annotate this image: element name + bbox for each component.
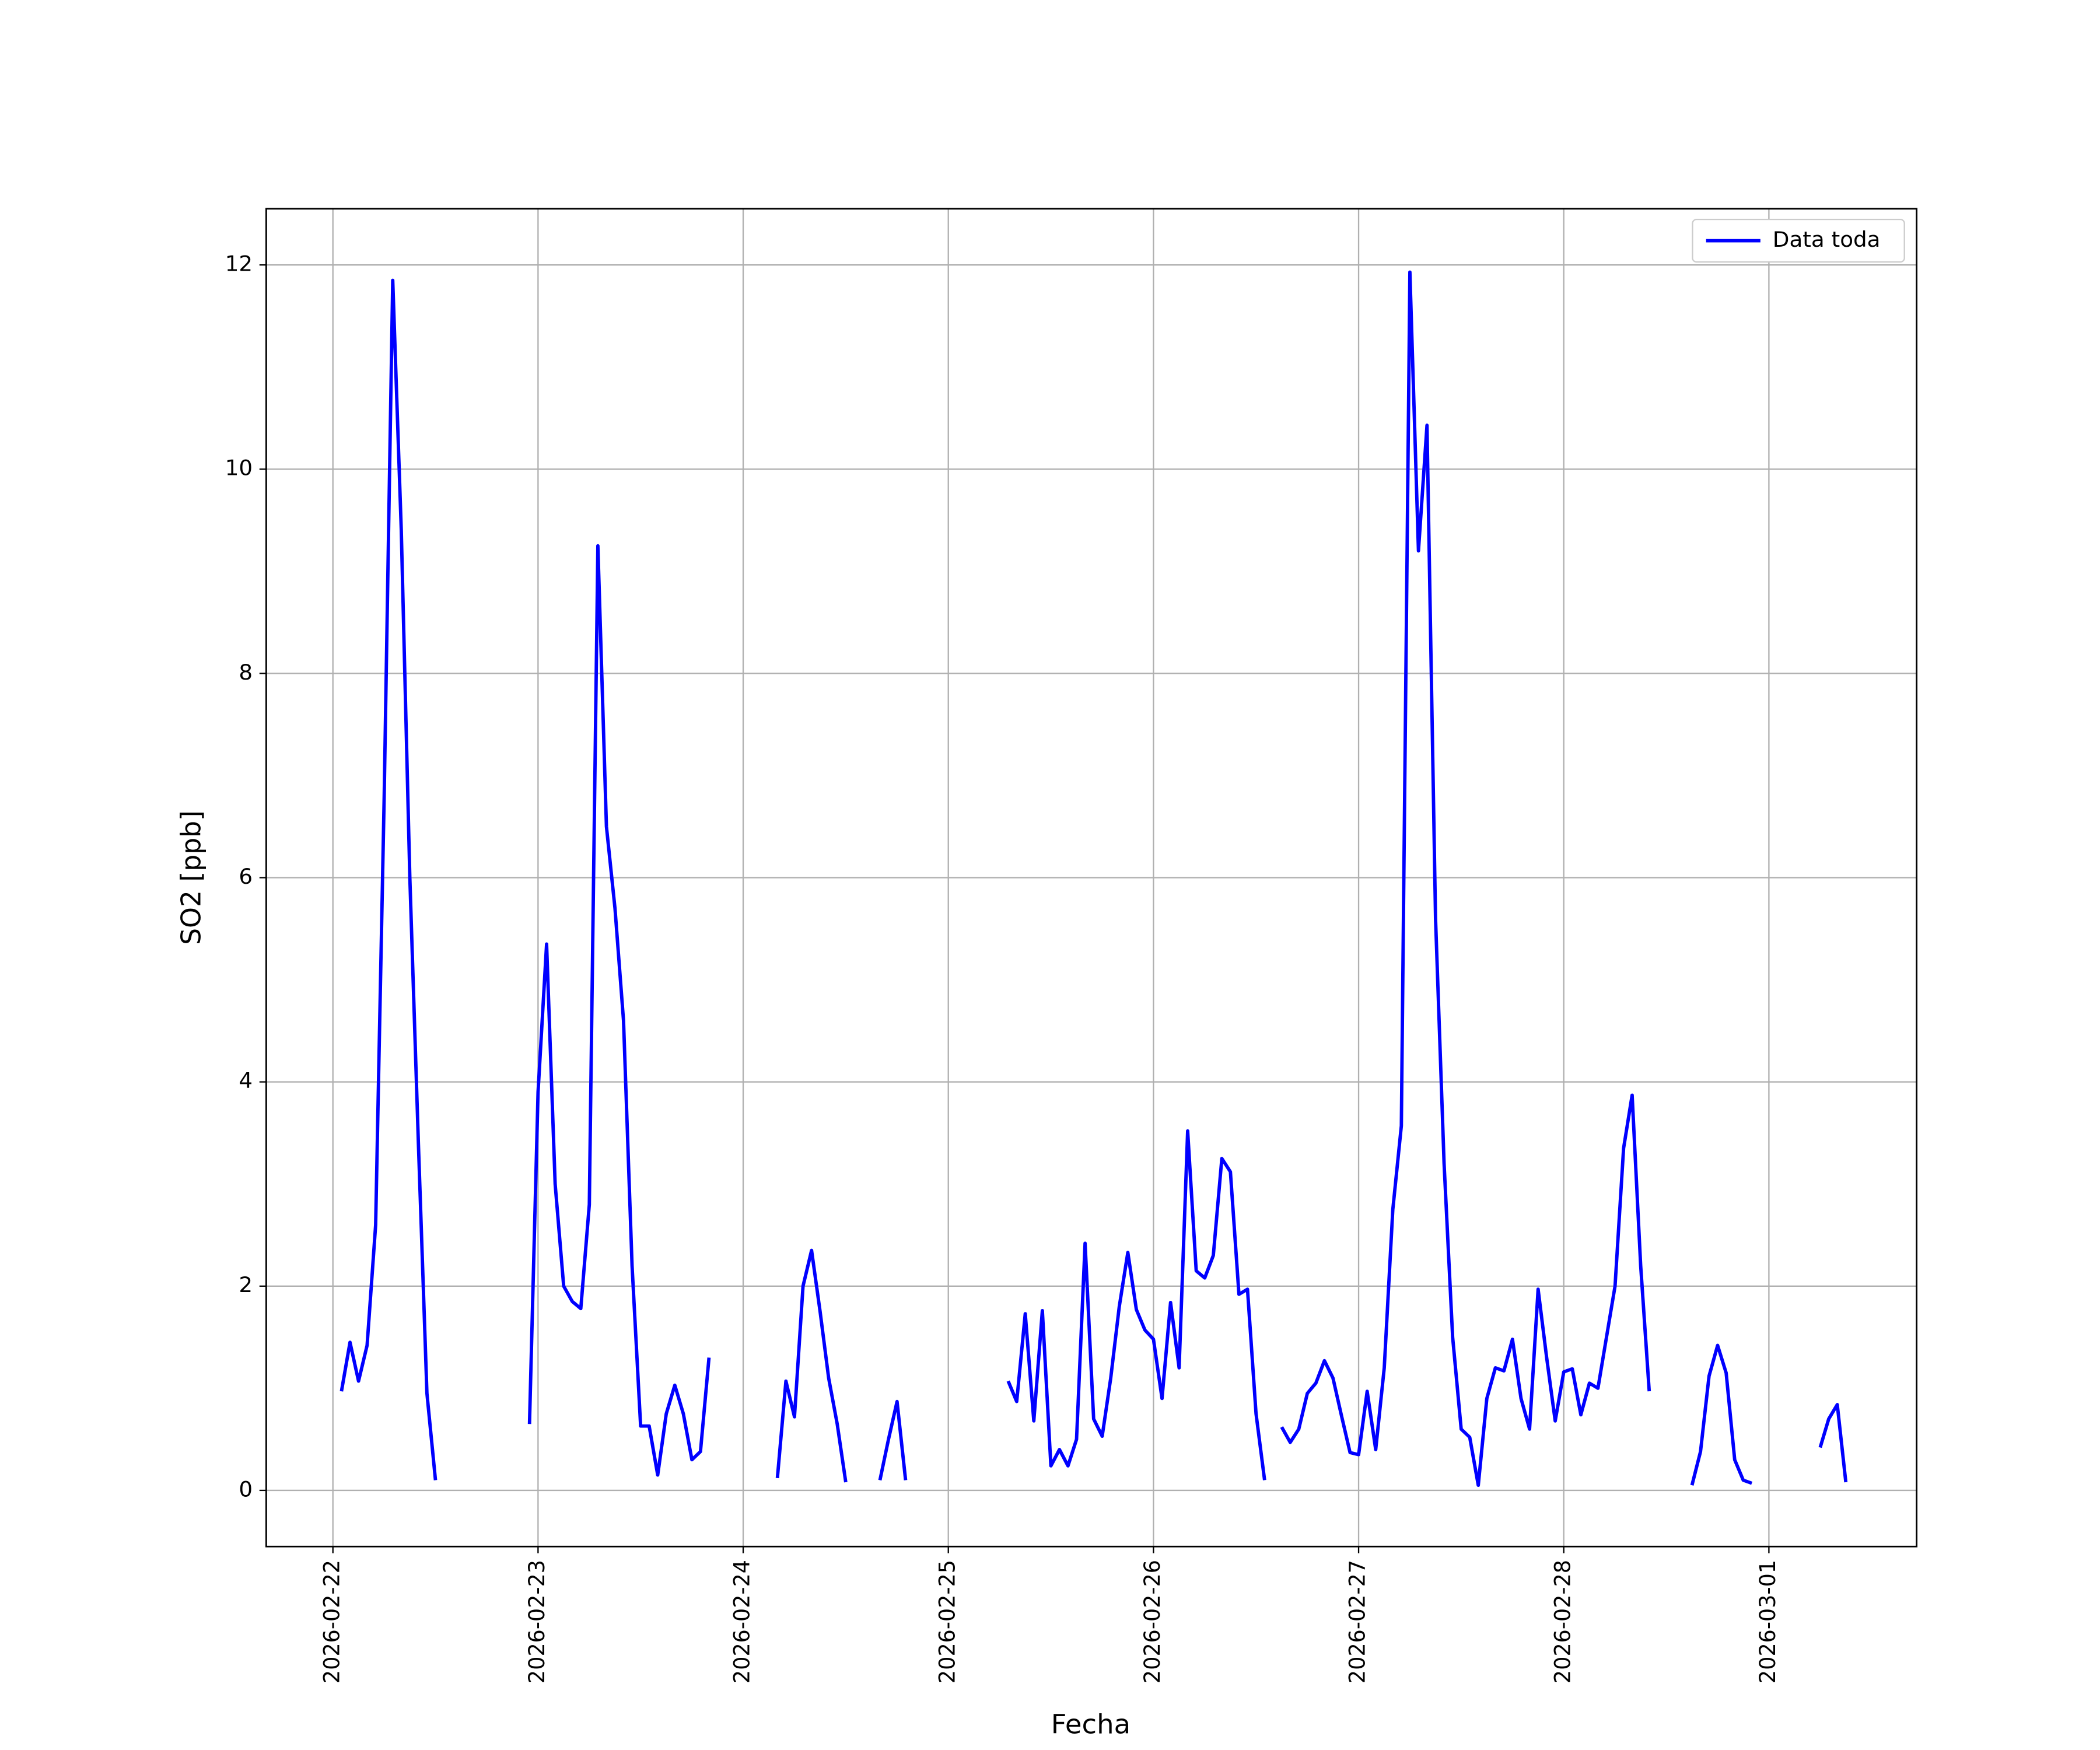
- x-tick-label: 2026-02-22: [319, 1560, 344, 1684]
- x-tick-label: 2026-03-01: [1755, 1560, 1780, 1684]
- y-tick-label: 10: [225, 456, 253, 481]
- y-tick-label: 8: [239, 660, 253, 685]
- y-axis-label: SO2 [ppb]: [175, 810, 207, 945]
- legend: Data toda: [1692, 219, 1905, 263]
- y-tick-label: 0: [239, 1477, 253, 1502]
- x-tick-label: 2026-02-24: [729, 1560, 754, 1684]
- y-tick-label: 12: [225, 251, 253, 276]
- x-tick-label: 2026-02-26: [1140, 1560, 1165, 1684]
- plot-frame: [265, 208, 1918, 1548]
- legend-box: [1692, 219, 1905, 263]
- x-tick-label: 2026-02-28: [1550, 1560, 1575, 1684]
- x-tick-label: 2026-02-23: [524, 1560, 550, 1684]
- x-tick-label: 2026-02-25: [935, 1560, 960, 1684]
- x-axis-label: Fecha: [1051, 1709, 1131, 1740]
- x-tick-label: 2026-02-27: [1345, 1560, 1370, 1684]
- data-line: [340, 270, 1848, 1488]
- y-tick-label: 6: [239, 864, 253, 889]
- legend-label: Data toda: [1773, 227, 1881, 252]
- y-tick-label: 4: [239, 1068, 253, 1093]
- y-tick-label: 2: [239, 1273, 253, 1298]
